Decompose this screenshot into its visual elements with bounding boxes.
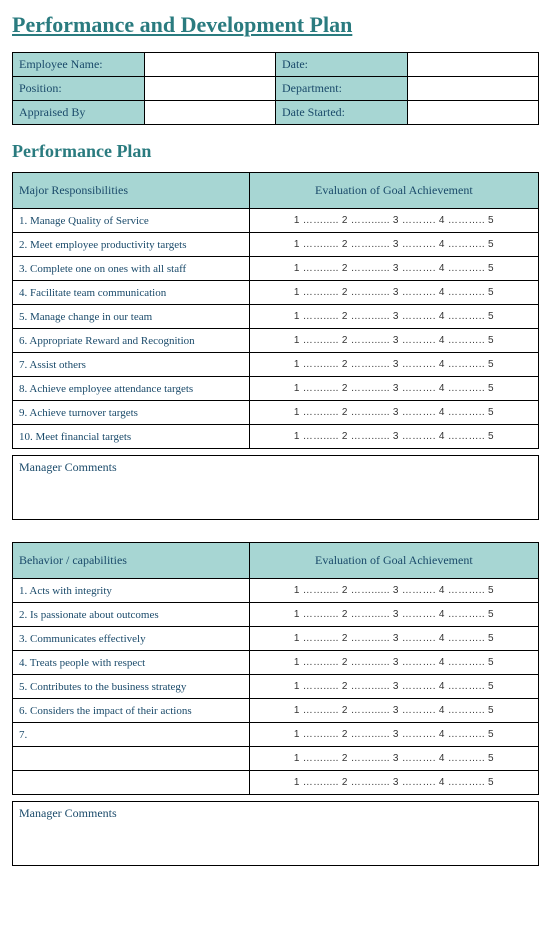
info-row: Position: Department: (13, 77, 539, 101)
info-value-date-started[interactable] (407, 101, 539, 125)
info-row: Employee Name: Date: (13, 53, 539, 77)
comments-space[interactable] (13, 477, 538, 519)
evaluation-cell[interactable]: 1 ……..... 2 ……...... 3 ………. 4 ……….. 5 (249, 209, 538, 233)
table-row: 5. Manage change in our team1 ……..... 2 … (13, 305, 539, 329)
table-row: 4. Treats people with respect1 ……..... 2… (13, 651, 539, 675)
table-row: 5. Contributes to the business strategy1… (13, 675, 539, 699)
manager-comments-box-2[interactable]: Manager Comments (12, 801, 539, 866)
evaluation-cell[interactable]: 1 ……..... 2 ……...... 3 ………. 4 ……….. 5 (249, 377, 538, 401)
manager-comments-box-1[interactable]: Manager Comments (12, 455, 539, 520)
responsibility-cell: 1. Manage Quality of Service (13, 209, 250, 233)
table-row: 6. Considers the impact of their actions… (13, 699, 539, 723)
table-row: 7. Assist others1 ……..... 2 ……...... 3 …… (13, 353, 539, 377)
table-row: 1 ……..... 2 ……...... 3 ………. 4 ……….. 5 (13, 771, 539, 795)
table-row: 8. Achieve employee attendance targets1 … (13, 377, 539, 401)
table-row: 2. Is passionate about outcomes1 …….....… (13, 603, 539, 627)
header-evaluation: Evaluation of Goal Achievement (249, 543, 538, 579)
responsibility-cell: 4. Facilitate team communication (13, 281, 250, 305)
behavior-cell: 6. Considers the impact of their actions (13, 699, 250, 723)
info-label-position: Position: (13, 77, 145, 101)
responsibility-cell: 10. Meet financial targets (13, 425, 250, 449)
info-row: Appraised By Date Started: (13, 101, 539, 125)
evaluation-cell[interactable]: 1 ……..... 2 ……...... 3 ………. 4 ……….. 5 (249, 651, 538, 675)
comments-label: Manager Comments (13, 456, 538, 477)
table-row: 10. Meet financial targets1 ……..... 2 ……… (13, 425, 539, 449)
evaluation-cell[interactable]: 1 ……..... 2 ……...... 3 ………. 4 ……….. 5 (249, 233, 538, 257)
evaluation-cell[interactable]: 1 ……..... 2 ……...... 3 ………. 4 ……….. 5 (249, 353, 538, 377)
evaluation-cell[interactable]: 1 ……..... 2 ……...... 3 ………. 4 ……….. 5 (249, 699, 538, 723)
table-row: 3. Communicates effectively1 ……..... 2 …… (13, 627, 539, 651)
table-row: 1. Manage Quality of Service1 ……..... 2 … (13, 209, 539, 233)
table-row: 2. Meet employee productivity targets1 …… (13, 233, 539, 257)
info-value-employee-name[interactable] (144, 53, 276, 77)
table-row: 7.1 ……..... 2 ……...... 3 ………. 4 ……….. 5 (13, 723, 539, 747)
responsibility-cell: 5. Manage change in our team (13, 305, 250, 329)
info-label-department: Department: (276, 77, 408, 101)
info-label-appraised-by: Appraised By (13, 101, 145, 125)
behavior-cell (13, 747, 250, 771)
responsibility-cell: 6. Appropriate Reward and Recognition (13, 329, 250, 353)
evaluation-cell[interactable]: 1 ……..... 2 ……...... 3 ………. 4 ……….. 5 (249, 401, 538, 425)
header-evaluation: Evaluation of Goal Achievement (249, 173, 538, 209)
behavior-cell: 3. Communicates effectively (13, 627, 250, 651)
table-row: 3. Complete one on ones with all staff1 … (13, 257, 539, 281)
responsibility-cell: 2. Meet employee productivity targets (13, 233, 250, 257)
evaluation-cell[interactable]: 1 ……..... 2 ……...... 3 ………. 4 ……….. 5 (249, 675, 538, 699)
info-value-position[interactable] (144, 77, 276, 101)
evaluation-cell[interactable]: 1 ……..... 2 ……...... 3 ………. 4 ……….. 5 (249, 305, 538, 329)
evaluation-cell[interactable]: 1 ……..... 2 ……...... 3 ………. 4 ……….. 5 (249, 723, 538, 747)
info-label-employee-name: Employee Name: (13, 53, 145, 77)
header-responsibilities: Major Responsibilities (13, 173, 250, 209)
info-label-date-started: Date Started: (276, 101, 408, 125)
behavior-cell: 4. Treats people with respect (13, 651, 250, 675)
info-label-date: Date: (276, 53, 408, 77)
responsibility-cell: 7. Assist others (13, 353, 250, 377)
table-row: 6. Appropriate Reward and Recognition1 …… (13, 329, 539, 353)
evaluation-cell[interactable]: 1 ……..... 2 ……...... 3 ………. 4 ……….. 5 (249, 771, 538, 795)
employee-info-table: Employee Name: Date: Position: Departmen… (12, 52, 539, 125)
table-row: 4. Facilitate team communication1 ……....… (13, 281, 539, 305)
info-value-date[interactable] (407, 53, 539, 77)
table-row: 1 ……..... 2 ……...... 3 ………. 4 ……….. 5 (13, 747, 539, 771)
evaluation-cell[interactable]: 1 ……..... 2 ……...... 3 ………. 4 ……….. 5 (249, 257, 538, 281)
table-row: 1. Acts with integrity1 ……..... 2 ……....… (13, 579, 539, 603)
evaluation-cell[interactable]: 1 ……..... 2 ……...... 3 ………. 4 ……….. 5 (249, 603, 538, 627)
comments-label: Manager Comments (13, 802, 538, 823)
behavior-cell: 7. (13, 723, 250, 747)
evaluation-cell[interactable]: 1 ……..... 2 ……...... 3 ………. 4 ……….. 5 (249, 329, 538, 353)
evaluation-cell[interactable]: 1 ……..... 2 ……...... 3 ………. 4 ……….. 5 (249, 425, 538, 449)
header-behavior: Behavior / capabilities (13, 543, 250, 579)
behavior-table: Behavior / capabilities Evaluation of Go… (12, 542, 539, 795)
behavior-cell (13, 771, 250, 795)
info-value-appraised-by[interactable] (144, 101, 276, 125)
evaluation-cell[interactable]: 1 ……..... 2 ……...... 3 ………. 4 ……….. 5 (249, 747, 538, 771)
section-title-performance-plan: Performance Plan (12, 141, 539, 162)
evaluation-cell[interactable]: 1 ……..... 2 ……...... 3 ………. 4 ……….. 5 (249, 627, 538, 651)
responsibility-cell: 3. Complete one on ones with all staff (13, 257, 250, 281)
responsibility-cell: 9. Achieve turnover targets (13, 401, 250, 425)
behavior-cell: 2. Is passionate about outcomes (13, 603, 250, 627)
table-row: 9. Achieve turnover targets1 ……..... 2 …… (13, 401, 539, 425)
evaluation-cell[interactable]: 1 ……..... 2 ……...... 3 ………. 4 ……….. 5 (249, 281, 538, 305)
comments-space[interactable] (13, 823, 538, 865)
behavior-cell: 5. Contributes to the business strategy (13, 675, 250, 699)
responsibility-cell: 8. Achieve employee attendance targets (13, 377, 250, 401)
responsibilities-table: Major Responsibilities Evaluation of Goa… (12, 172, 539, 449)
behavior-cell: 1. Acts with integrity (13, 579, 250, 603)
info-value-department[interactable] (407, 77, 539, 101)
evaluation-cell[interactable]: 1 ……..... 2 ……...... 3 ………. 4 ……….. 5 (249, 579, 538, 603)
page-title: Performance and Development Plan (12, 12, 539, 38)
